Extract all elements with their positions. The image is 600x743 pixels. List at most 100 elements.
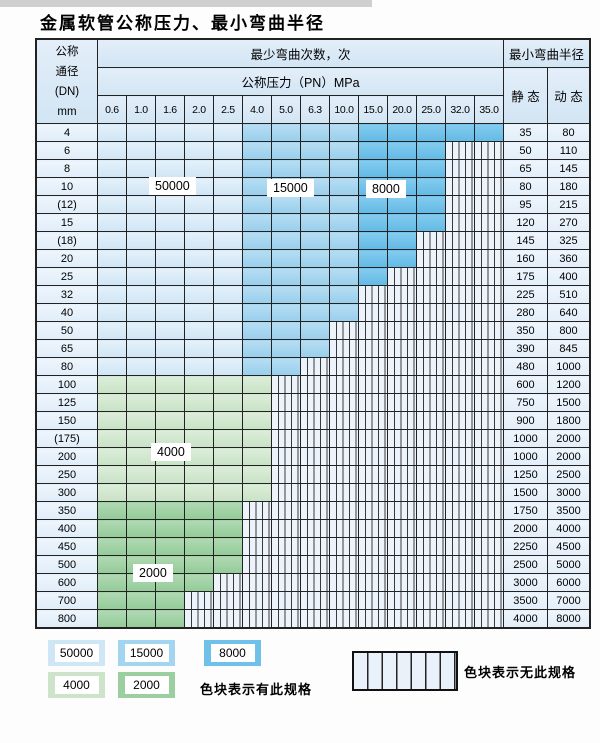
- spec-cell-c15000: [271, 195, 301, 214]
- table-row: 50 350 800: [35, 321, 591, 340]
- spec-cell-c2000: [213, 555, 243, 574]
- spec-cell-c8000: [387, 159, 417, 178]
- static-radius-value: 900: [503, 411, 548, 430]
- spec-cell-c4000: [242, 483, 272, 502]
- spec-cell-c50000: [126, 195, 156, 214]
- no-spec-cell: [387, 339, 417, 358]
- no-spec-cell: [445, 429, 475, 448]
- spec-cell-c50000: [184, 213, 214, 232]
- no-spec-cell: [358, 501, 388, 520]
- spec-cell-c15000: [242, 285, 272, 304]
- static-radius-value: 225: [503, 285, 548, 304]
- row-dn-label: 450: [35, 537, 98, 556]
- no-spec-cell: [387, 429, 417, 448]
- spec-cell-c4000: [213, 465, 243, 484]
- dynamic-radius-value: 4000: [547, 519, 591, 538]
- spec-cell-c50000: [126, 141, 156, 160]
- spec-cell-c15000: [300, 321, 330, 340]
- table-row: 6 50 110: [35, 141, 591, 160]
- spec-cell-c50000: [97, 267, 127, 286]
- no-spec-cell: [474, 375, 504, 394]
- spec-cell-c4000: [97, 375, 127, 394]
- dynamic-radius-value: 640: [547, 303, 591, 322]
- table-header: 公称 通径 (DN) mm 最少弯曲次数，次 最小弯曲半径 公称压力（PN）MP…: [35, 38, 591, 124]
- spec-cell-c50000: [213, 141, 243, 160]
- spec-cell-c15000: [300, 123, 330, 142]
- no-spec-cell: [387, 375, 417, 394]
- spec-cell-c2000: [126, 519, 156, 538]
- static-radius-value: 4000: [503, 609, 548, 629]
- no-spec-cell: [416, 321, 446, 340]
- static-radius-value: 3000: [503, 573, 548, 592]
- pressure-col-header: 15.0: [358, 95, 388, 124]
- no-spec-cell: [271, 411, 301, 430]
- no-spec-cell: [387, 357, 417, 376]
- row-dn-label: 600: [35, 573, 98, 592]
- spec-cell-c15000: [242, 303, 272, 322]
- no-spec-cell: [242, 555, 272, 574]
- spec-cell-c15000: [300, 213, 330, 232]
- spec-cell-c50000: [184, 285, 214, 304]
- dynamic-radius-value: 3500: [547, 501, 591, 520]
- no-spec-cell: [300, 591, 330, 610]
- legend-swatch-4000: 4000: [48, 672, 105, 698]
- row-dn-label: (18): [35, 231, 98, 250]
- no-spec-cell: [445, 555, 475, 574]
- no-spec-cell: [416, 447, 446, 466]
- row-dn-label: 800: [35, 609, 98, 629]
- no-spec-cell: [329, 591, 359, 610]
- no-spec-cell: [329, 357, 359, 376]
- table-row: 150 900 1800: [35, 411, 591, 430]
- pressure-col-header: 2.5: [213, 95, 243, 124]
- table-row: 450 2250 4500: [35, 537, 591, 556]
- spec-cell-c4000: [242, 393, 272, 412]
- legend-swatch-label: 15000: [124, 644, 169, 662]
- no-spec-cell: [329, 393, 359, 412]
- spec-cell-c50000: [155, 267, 185, 286]
- no-spec-cell: [474, 249, 504, 268]
- no-spec-cell: [184, 591, 214, 610]
- static-radius-value: 1750: [503, 501, 548, 520]
- spec-cell-c50000: [97, 123, 127, 142]
- spec-cell-c4000: [126, 375, 156, 394]
- spec-cell-c4000: [155, 483, 185, 502]
- no-spec-cell: [387, 519, 417, 538]
- no-spec-cell: [416, 285, 446, 304]
- table-row: 65 390 845: [35, 339, 591, 358]
- spec-cell-c8000: [416, 123, 446, 142]
- dynamic-radius-value: 400: [547, 267, 591, 286]
- spec-cell-c50000: [126, 321, 156, 340]
- spec-cell-c2000: [97, 537, 127, 556]
- spec-cell-c50000: [97, 195, 127, 214]
- spec-cell-c4000: [242, 375, 272, 394]
- spec-cell-c15000: [329, 249, 359, 268]
- row-dn-label: 500: [35, 555, 98, 574]
- dynamic-radius-value: 80: [547, 123, 591, 142]
- spec-cell-c2000: [126, 537, 156, 556]
- spec-cell-c50000: [97, 231, 127, 250]
- spec-cell-c2000: [155, 519, 185, 538]
- no-spec-cell: [474, 141, 504, 160]
- spec-cell-c50000: [213, 195, 243, 214]
- spec-cell-c4000: [184, 375, 214, 394]
- table-row: (18) 145 325: [35, 231, 591, 250]
- table-row: 25 175 400: [35, 267, 591, 286]
- no-spec-cell: [329, 573, 359, 592]
- no-spec-cell: [242, 573, 272, 592]
- pressure-col-header: 20.0: [387, 95, 417, 124]
- spec-cell-c2000: [155, 609, 185, 629]
- no-spec-cell: [329, 321, 359, 340]
- row-dn-label: 15: [35, 213, 98, 232]
- row-dn-label: 150: [35, 411, 98, 430]
- no-spec-cell: [474, 411, 504, 430]
- spec-cell-c50000: [97, 339, 127, 358]
- spec-cell-c50000: [126, 339, 156, 358]
- spec-cell-c50000: [126, 285, 156, 304]
- row-dn-label: (12): [35, 195, 98, 214]
- no-spec-cell: [358, 357, 388, 376]
- table-row: 4 35 80: [35, 123, 591, 142]
- no-spec-cell: [300, 393, 330, 412]
- no-spec-cell: [474, 501, 504, 520]
- no-spec-cell: [329, 465, 359, 484]
- legend-has-spec-text: 色块表示有此规格: [200, 682, 313, 697]
